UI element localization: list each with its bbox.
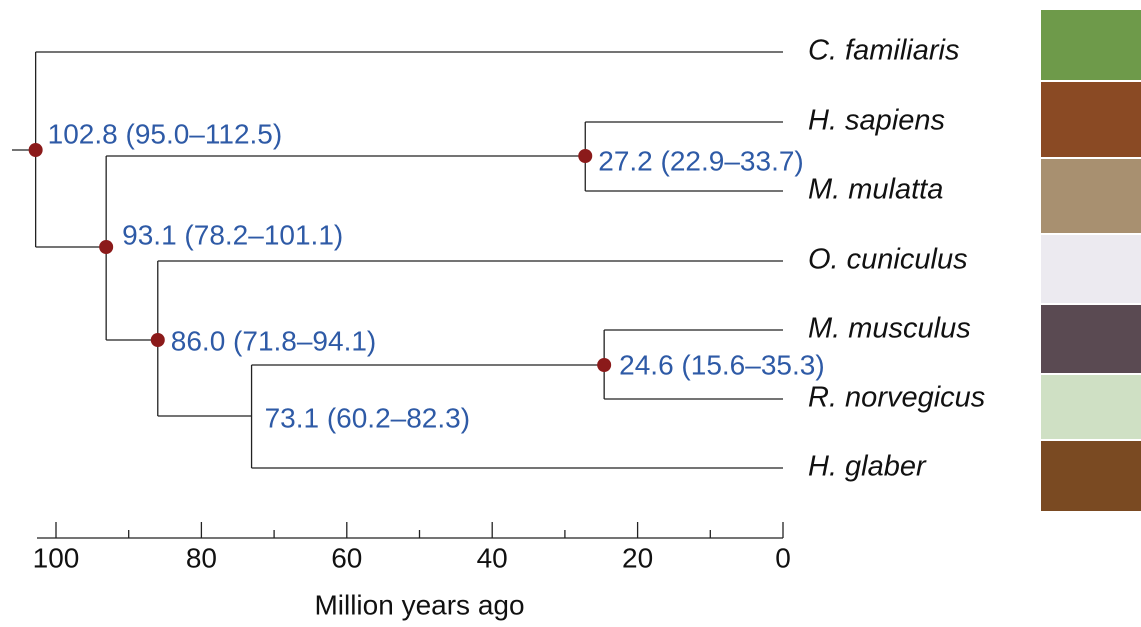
photo-mouse [1041, 305, 1141, 373]
photo-rat [1041, 375, 1141, 439]
node-label: 73.1 (60.2–82.3) [265, 402, 471, 433]
photo-human [1041, 82, 1141, 157]
node-label: 27.2 (22.9–33.7) [598, 145, 804, 176]
tip-label: C. familiaris [808, 35, 959, 67]
tip-label: H. glaber [808, 451, 927, 483]
tip-label: R. norvegicus [808, 382, 985, 414]
photo-dog [1041, 10, 1141, 80]
node-dot [28, 143, 43, 157]
node-label: 86.0 (71.8–94.1) [171, 325, 377, 356]
tick-label: 40 [477, 542, 508, 573]
photo-rabbit [1041, 235, 1141, 303]
photos [1041, 10, 1141, 511]
tip-label: H. sapiens [808, 105, 945, 137]
photo-mole-rat [1041, 441, 1141, 511]
tick-label: 0 [775, 542, 791, 573]
node-dot [597, 358, 612, 372]
tip-label: M. musculus [808, 313, 971, 345]
axis-label: Million years ago [314, 589, 524, 620]
photo-macaque [1041, 159, 1141, 233]
node-label: 102.8 (95.0–112.5) [48, 118, 283, 149]
node-dot [99, 240, 114, 254]
tick-label: 100 [33, 542, 80, 573]
node-dot [578, 149, 593, 163]
node-label: 24.6 (15.6–35.3) [619, 349, 825, 380]
node-dot [150, 333, 165, 347]
tip-label: M. mulatta [808, 174, 943, 206]
tick-label: 60 [331, 542, 362, 573]
tick-label: 20 [622, 542, 653, 573]
node-label: 93.1 (78.2–101.1) [122, 219, 343, 250]
tick-label: 80 [186, 542, 217, 573]
tip-label: O. cuniculus [808, 244, 968, 276]
